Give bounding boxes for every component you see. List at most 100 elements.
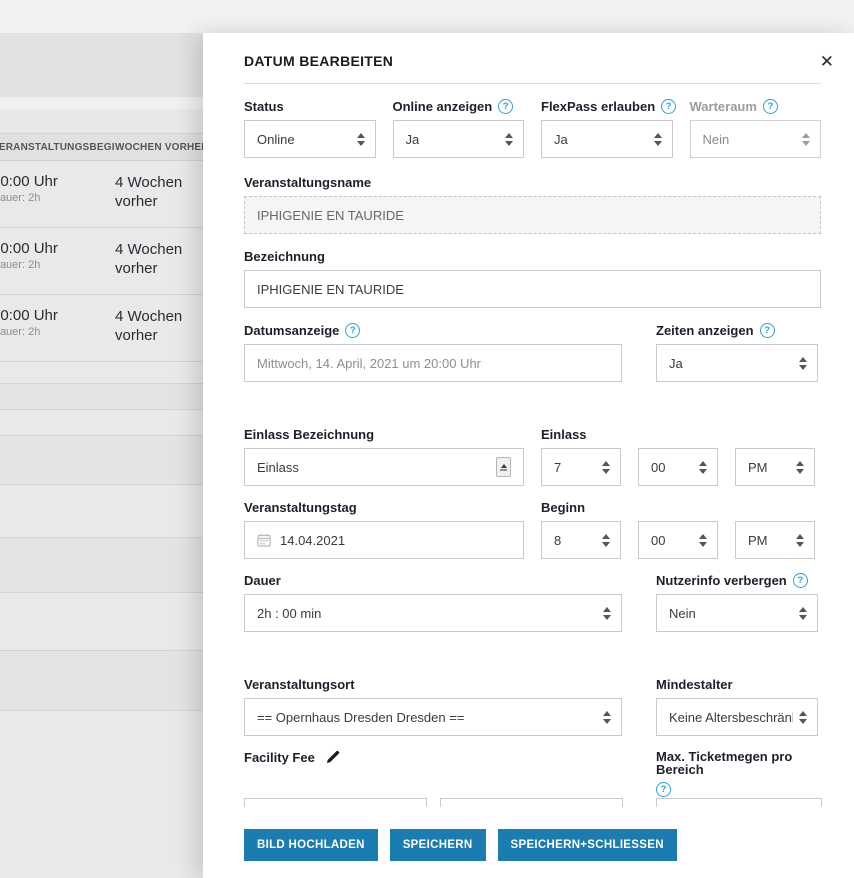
select-arrows-icon xyxy=(799,606,807,620)
title-divider xyxy=(244,83,821,84)
max-tickets-input[interactable] xyxy=(656,798,822,807)
einlass-hour-select[interactable]: 7 xyxy=(541,448,621,486)
empty-table-row xyxy=(0,410,203,436)
close-icon[interactable]: ✕ xyxy=(819,52,834,71)
veranstaltungsort-select[interactable]: == Opernhaus Dresden Dresden == xyxy=(244,698,622,736)
upload-image-button[interactable]: BILD HOCHLADEN xyxy=(244,829,378,861)
bezeichnung-input[interactable] xyxy=(244,270,821,308)
beginn-label: Beginn xyxy=(541,500,586,515)
empty-table-row xyxy=(0,362,203,384)
einlass-minute-select[interactable]: 00 xyxy=(638,448,718,486)
empty-table-row xyxy=(0,593,203,651)
table-row: 20:00 Uhr Dauer: 2h 4 Wochen vorher xyxy=(0,161,203,228)
veranstaltungsname-input: IPHIGENIE EN TAURIDE xyxy=(244,196,821,234)
zeiten-anzeigen-label: Zeiten anzeigen ? xyxy=(656,323,818,338)
select-arrows-icon xyxy=(505,132,513,146)
zeiten-anzeigen-select[interactable]: Ja xyxy=(656,344,818,382)
status-row: Status Online Online anzeigen ? Ja xyxy=(244,99,821,158)
background-table-panel: VERANSTALTUNGSBEGINN WOCHEN VORHER 20:00… xyxy=(0,33,203,878)
select-arrows-icon xyxy=(653,132,662,146)
bezeichnung-field: Bezeichnung xyxy=(244,249,821,308)
column-header-wochen-vorher: WOCHEN VORHER xyxy=(115,141,203,153)
select-arrows-icon xyxy=(799,710,807,724)
bezeichnung-label: Bezeichnung xyxy=(244,249,325,264)
veranstaltungsname-label: Veranstaltungsname xyxy=(244,175,372,190)
help-icon[interactable]: ? xyxy=(759,323,775,338)
facility-fee-input-2[interactable] xyxy=(440,798,623,807)
table-header-row: VERANSTALTUNGSBEGINN WOCHEN VORHER xyxy=(0,133,203,161)
beginn-ampm-select[interactable]: PM xyxy=(735,521,815,559)
empty-table-row xyxy=(0,651,203,711)
einlass-bezeichnung-input[interactable]: Einlass xyxy=(244,448,524,486)
datumsanzeige-input[interactable] xyxy=(244,344,622,382)
select-arrows-icon xyxy=(802,132,810,146)
select-arrows-icon xyxy=(603,606,611,620)
select-arrows-icon xyxy=(699,460,707,474)
modal-body: DATUM BEARBEITEN ✕ Status Online Online … xyxy=(203,33,854,807)
veranstaltungsname-field: Veranstaltungsname IPHIGENIE EN TAURIDE xyxy=(244,175,821,234)
edit-pencil-icon[interactable] xyxy=(325,750,340,765)
beginn-hour-select[interactable]: 8 xyxy=(541,521,621,559)
flexpass-select[interactable]: Ja xyxy=(541,120,673,158)
max-tickets-label: Max. Ticketmegen pro Bereich xyxy=(656,749,793,777)
mindestalter-select[interactable]: Keine Altersbeschränkun xyxy=(656,698,818,736)
help-icon[interactable]: ? xyxy=(762,99,778,114)
dauer-row: Dauer 2h : 00 min Nutzerinfo verbergen ?… xyxy=(244,573,821,632)
event-start-time: 20:00 Uhr xyxy=(0,173,58,190)
veranstaltungsort-row: Veranstaltungsort == Opernhaus Dresden D… xyxy=(244,677,821,736)
einlass-ampm-select[interactable]: PM xyxy=(735,448,815,486)
help-icon[interactable]: ? xyxy=(498,99,514,114)
veranstaltungstag-input[interactable]: 14.04.2021 xyxy=(244,521,524,559)
weeks-before-value: 4 Wochen vorher xyxy=(115,174,183,210)
event-duration: Dauer: 2h xyxy=(0,192,41,204)
calendar-icon xyxy=(257,533,271,547)
save-button[interactable]: SPEICHERN xyxy=(389,829,486,861)
veranstaltungstag-label: Veranstaltungstag xyxy=(244,500,357,515)
empty-table-row xyxy=(0,538,203,593)
event-start-time: 20:00 Uhr xyxy=(0,307,58,324)
veranstaltungstag-row: Veranstaltungstag 14.04.2021 Beginn 8 xyxy=(244,500,821,559)
facility-fee-input-1[interactable] xyxy=(244,798,427,807)
weeks-before-value: 4 Wochen vorher xyxy=(115,308,183,344)
page-top-strip xyxy=(0,0,854,33)
background-spacer xyxy=(0,109,203,133)
weeks-before-value: 4 Wochen vorher xyxy=(115,241,183,277)
event-duration: Dauer: 2h xyxy=(0,259,41,271)
column-header-veranstaltungsbeginn: VERANSTALTUNGSBEGINN xyxy=(0,141,115,153)
flexpass-label: FlexPass erlauben ? xyxy=(541,99,677,114)
select-arrows-icon xyxy=(796,460,804,474)
help-icon[interactable]: ? xyxy=(792,573,808,588)
table-row: 20:00 Uhr Dauer: 2h 4 Wochen vorher xyxy=(0,228,203,295)
warteraum-label: Warteraum ? xyxy=(690,99,822,114)
facility-fee-label: Facility Fee xyxy=(244,750,622,765)
veranstaltungsort-label: Veranstaltungsort xyxy=(244,677,355,692)
empty-table-row xyxy=(0,711,203,878)
nutzerinfo-select[interactable]: Nein xyxy=(656,594,818,632)
dauer-label: Dauer xyxy=(244,573,281,588)
nutzerinfo-label: Nutzerinfo verbergen ? xyxy=(656,573,818,588)
select-arrows-icon xyxy=(699,533,707,547)
beginn-minute-select[interactable]: 00 xyxy=(638,521,718,559)
table-row: 20:00 Uhr Dauer: 2h 4 Wochen vorher xyxy=(0,295,203,362)
event-duration: Dauer: 2h xyxy=(0,326,41,338)
modal-footer: BILD HOCHLADEN SPEICHERN SPEICHERN+SCHLI… xyxy=(203,807,854,861)
einlass-label: Einlass xyxy=(541,427,587,442)
select-arrows-icon xyxy=(603,710,611,724)
select-arrows-icon xyxy=(602,533,610,547)
save-and-close-button[interactable]: SPEICHERN+SCHLIESSEN xyxy=(497,829,677,861)
input-adornment-icon xyxy=(496,457,511,477)
empty-table-row xyxy=(0,384,203,410)
einlass-bezeichnung-label: Einlass Bezeichnung xyxy=(244,427,375,442)
help-icon[interactable]: ? xyxy=(345,323,361,338)
help-icon[interactable]: ? xyxy=(656,782,671,797)
status-select[interactable]: Online xyxy=(244,120,376,158)
online-anzeigen-select[interactable]: Ja xyxy=(392,120,524,158)
dauer-select[interactable]: 2h : 00 min xyxy=(244,594,622,632)
background-toolbar-area xyxy=(0,97,203,109)
facility-fee-row: Facility Fee Max. Ticketmegen pro Bereic… xyxy=(244,749,822,807)
datumsanzeige-label: Datumsanzeige ? xyxy=(244,323,622,338)
warteraum-select[interactable]: Nein xyxy=(689,120,821,158)
help-icon[interactable]: ? xyxy=(661,99,677,114)
edit-date-modal: DATUM BEARBEITEN ✕ Status Online Online … xyxy=(203,33,854,878)
mindestalter-label: Mindestalter xyxy=(656,677,733,692)
